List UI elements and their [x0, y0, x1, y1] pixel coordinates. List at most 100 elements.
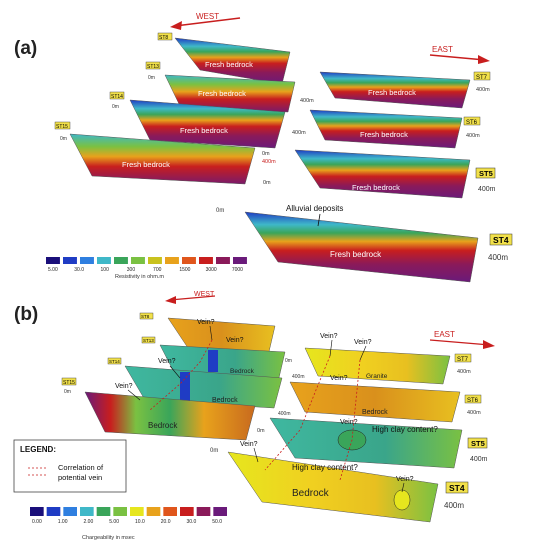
west-direction-b: WEST: [165, 291, 216, 304]
chargeability-swatch-8: [163, 507, 177, 516]
station-st4-a: ST4: [493, 235, 509, 245]
vein-label-5: Vein?: [320, 333, 338, 340]
zero-st4-a: 0m: [216, 208, 224, 214]
vein-label-2: Vein?: [226, 337, 244, 344]
zero-st7-b: 0m: [285, 358, 292, 364]
chargeability-tick-0: 0.00: [32, 519, 42, 525]
chargeability-tick-labels: 0.00 1.00 2.00 5.00 10.0 20.0 30.0 50.0: [32, 519, 222, 525]
fresh-bedrock-a4: Fresh bedrock: [360, 130, 408, 139]
vein-label-9: Vein?: [240, 441, 258, 448]
legend-item-text: Correlation of potential vein: [58, 463, 105, 482]
clay-label-1: High clay content?: [372, 425, 438, 434]
chargeability-tick-7: 50.0: [212, 519, 222, 525]
dist-st14-b: 400m: [278, 411, 291, 417]
zero-mid-a: 0m: [262, 151, 270, 157]
zero-mid-b: 0m: [257, 428, 265, 434]
resistivity-swatch-2: [80, 257, 94, 264]
chargeability-swatch-1: [46, 507, 61, 516]
chargeability-swatch-9: [180, 507, 194, 516]
vein-label-8: Vein?: [340, 419, 358, 426]
east-label-b: EAST: [434, 330, 455, 339]
vein-label-10: Vein?: [396, 476, 414, 483]
station-st7-a: ST7: [476, 75, 488, 81]
chargeability-colorbar: [30, 507, 227, 516]
section-st8-b: ST8: [139, 312, 276, 357]
resistivity-swatch-0: [46, 257, 60, 264]
vein-label-7: Vein?: [330, 375, 348, 382]
panel-b-label: (b): [14, 304, 38, 325]
zero-st15-a: 0m: [60, 136, 67, 142]
dist-st7-a: 400m: [476, 87, 490, 93]
panel-a: (a) WEST EAST ST8 Fresh bedrock ST7 400m…: [14, 12, 513, 283]
zero-st14-a: 0m: [112, 104, 119, 110]
resistivity-swatch-7: [165, 257, 179, 264]
resistivity-swatch-10: [216, 257, 230, 264]
resistivity-colorbar: [46, 257, 247, 264]
chargeability-tick-4: 10.0: [135, 519, 145, 525]
chargeability-swatch-0: [30, 507, 44, 516]
resistivity-tick-3: 300: [127, 267, 136, 273]
fresh-bedrock-a8: Fresh bedrock: [330, 250, 382, 259]
east-direction-b: EAST: [429, 330, 495, 349]
vein-annotations: Vein? Vein? Vein? Vein? Vein? Vein? Vein…: [115, 319, 414, 493]
chargeability-swatch-4: [96, 507, 111, 516]
zero-st15-b: 0m: [64, 389, 71, 395]
station-st8-a: ST8: [159, 35, 168, 41]
dist-st13-a: 400m: [300, 98, 314, 104]
zero-st4-b: 0m: [210, 448, 218, 454]
section-st15-b: ST15 Bedrock: [61, 377, 256, 441]
panel-a-label: (a): [14, 38, 37, 59]
clay-label-2: High clay content?: [292, 463, 358, 472]
alluvial-deposits-a: Alluvial deposits: [286, 204, 343, 213]
west-direction-a: WEST: [170, 12, 241, 30]
resistivity-tick-7: 7000: [232, 267, 243, 273]
section-st13-a: ST13 Fresh bedrock 400m: [145, 61, 314, 113]
dist-st14-a: 400m: [292, 130, 306, 136]
resistivity-scale: 5.00 30.0 100 300 700 1500 3000 7000 Resistivit…: [46, 257, 247, 280]
station-st14-a: ST14: [111, 94, 123, 100]
resistivity-swatch-3: [97, 257, 111, 264]
section-st14-a: ST14 Fresh bedrock 400m: [109, 91, 306, 149]
bedrock-label-b2: Bedrock: [362, 409, 388, 416]
station-st15-a: ST15: [56, 124, 68, 130]
resistivity-tick-5: 1500: [179, 267, 190, 273]
section-st4-a: ST4 400m Fresh bedrock 0m Alluvial depos…: [216, 204, 513, 283]
bedrock-label-b5: Bedrock: [292, 488, 330, 499]
west-label-a: WEST: [196, 12, 219, 21]
section-st7-b: ST7 400m Granite: [304, 347, 472, 385]
station-st6-b: ST6: [467, 398, 479, 404]
dist-st7-b: 400m: [457, 369, 471, 375]
chargeability-swatch-10: [196, 507, 211, 516]
vein-label-1: Vein?: [197, 319, 215, 326]
station-st13-b: ST13: [143, 338, 154, 343]
east-direction-a: EAST: [429, 45, 490, 64]
station-st15-b: ST15: [63, 380, 75, 386]
resistivity-swatch-9: [199, 257, 213, 264]
chargeability-tick-3: 5.00: [109, 519, 119, 525]
chargeability-scale: 0.00 1.00 2.00 5.00 10.0 20.0 30.0 50.0 Chargea…: [30, 507, 227, 541]
section-st4-b: ST4 400m Bedrock High clay content? 0m: [210, 448, 469, 523]
east-label-a: EAST: [432, 45, 453, 54]
chargeability-tick-6: 30.0: [187, 519, 197, 525]
section-st7-a: ST7 400m Fresh bedrock: [319, 71, 491, 109]
dist-st13-b: 400m: [292, 374, 305, 380]
chargeability-tick-1: 1.00: [58, 519, 68, 525]
fresh-bedrock-a3: Fresh bedrock: [198, 89, 246, 98]
resistivity-tick-6: 3000: [206, 267, 217, 273]
granite-label: Granite: [366, 373, 388, 380]
resistivity-swatch-6: [148, 257, 162, 264]
station-st4-b: ST4: [449, 483, 465, 493]
station-st6-a: ST6: [466, 120, 478, 126]
dist-st6-b: 400m: [467, 410, 481, 416]
panel-b: (b) WEST EAST ST8 ST7 400m Granite: [13, 291, 495, 541]
fresh-bedrock-a2: Fresh bedrock: [368, 88, 416, 97]
resistivity-tick-1: 30.0: [74, 267, 84, 273]
section-st5-b: ST5 400m High clay content?: [269, 417, 488, 469]
station-st8-b: ST8: [141, 314, 150, 319]
resistivity-tick-4: 700: [153, 267, 162, 273]
resistivity-title: Resistivity in ohm.m: [115, 274, 164, 280]
bedrock-label-b3: Bedrock: [212, 397, 238, 404]
station-st7-b: ST7: [457, 357, 469, 363]
chargeability-swatch-2: [63, 507, 77, 516]
fresh-bedrock-a7: Fresh bedrock: [352, 183, 400, 192]
